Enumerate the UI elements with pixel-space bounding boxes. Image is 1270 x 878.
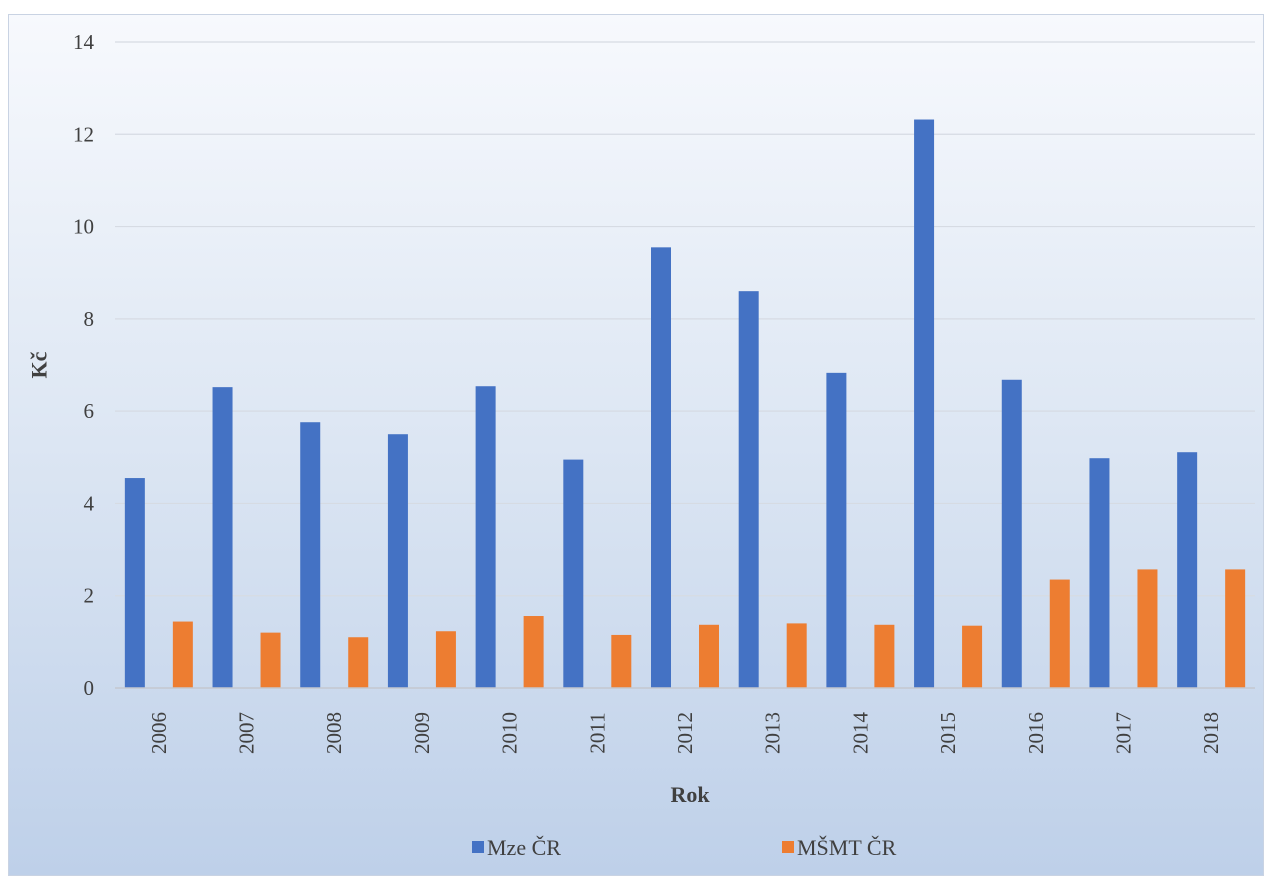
y-tick-label: 8 <box>84 307 95 331</box>
x-tick-label: 2009 <box>410 712 434 754</box>
bar-msmt-2011 <box>611 634 632 688</box>
y-tick-label: 10 <box>73 215 94 239</box>
legend-label: Mze ČR <box>487 835 561 860</box>
bar-msmt-2007 <box>260 632 281 688</box>
bar-mze-2015 <box>914 119 935 688</box>
bar-mze-2006 <box>124 478 145 688</box>
y-tick-label: 0 <box>84 676 95 700</box>
x-axis-title: Rok <box>670 782 710 807</box>
bar-msmt-2015 <box>962 625 983 688</box>
bar-chart: 0 2 4 6 8 10 12 14 2006 2007 2008 2009 2010 2011 2012… <box>27 30 1255 860</box>
x-tick-label: 2013 <box>761 712 785 754</box>
bar-msmt-2012 <box>699 624 719 688</box>
x-tick-label: 2018 <box>1199 712 1223 754</box>
bar-mze-2008 <box>300 422 321 688</box>
x-axis-ticks: 2006 2007 2008 2009 2010 2011 2012 2013 2014 2015… <box>147 712 1223 755</box>
x-tick-label: 2016 <box>1024 712 1048 754</box>
bar-msmt-2010 <box>523 616 544 688</box>
x-tick-label: 2015 <box>936 712 960 754</box>
bar-msmt-2014 <box>874 624 895 688</box>
x-tick-label: 2017 <box>1111 712 1135 754</box>
bar-msmt-2009 <box>435 631 456 688</box>
bar-mze-2018 <box>1177 452 1198 688</box>
legend: Mze ČR MŠMT ČR <box>472 835 897 860</box>
bar-mze-2012 <box>651 247 671 689</box>
bar-msmt-2017 <box>1137 569 1158 688</box>
y-tick-label: 14 <box>73 30 95 54</box>
bars <box>124 119 1246 689</box>
legend-swatch <box>472 841 484 853</box>
bar-mze-2014 <box>826 372 847 688</box>
legend-swatch <box>782 841 794 853</box>
x-tick-label: 2010 <box>498 712 522 754</box>
y-tick-label: 6 <box>84 399 95 423</box>
chart-area: 0 2 4 6 8 10 12 14 2006 2007 2008 2009 2010 2011 2012… <box>8 14 1264 876</box>
bar-msmt-2008 <box>348 637 369 688</box>
gridlines <box>115 41 1255 597</box>
x-tick-label: 2014 <box>848 712 872 755</box>
x-tick-label: 2012 <box>673 712 697 754</box>
y-tick-label: 4 <box>84 491 95 515</box>
x-tick-label: 2007 <box>235 712 259 754</box>
bar-mze-2010 <box>475 386 496 688</box>
legend-label: MŠMT ČR <box>797 835 897 860</box>
bar-mze-2011 <box>563 459 584 688</box>
bar-mze-2013 <box>738 291 759 688</box>
bar-mze-2007 <box>212 387 233 688</box>
bar-mze-2017 <box>1089 458 1110 688</box>
y-axis-ticks: 0 2 4 6 8 10 12 14 <box>73 30 95 700</box>
bar-mze-2009 <box>387 434 408 688</box>
bar-msmt-2013 <box>786 623 807 688</box>
bar-mze-2016 <box>1001 379 1022 688</box>
bar-msmt-2006 <box>172 621 193 688</box>
y-tick-label: 12 <box>73 122 94 146</box>
x-tick-label: 2011 <box>585 712 609 753</box>
bar-msmt-2016 <box>1049 579 1070 688</box>
bar-msmt-2018 <box>1225 569 1246 688</box>
x-tick-label: 2006 <box>147 712 171 754</box>
y-tick-label: 2 <box>84 584 95 608</box>
y-axis-title: Kč <box>27 351 52 378</box>
x-tick-label: 2008 <box>322 712 346 754</box>
